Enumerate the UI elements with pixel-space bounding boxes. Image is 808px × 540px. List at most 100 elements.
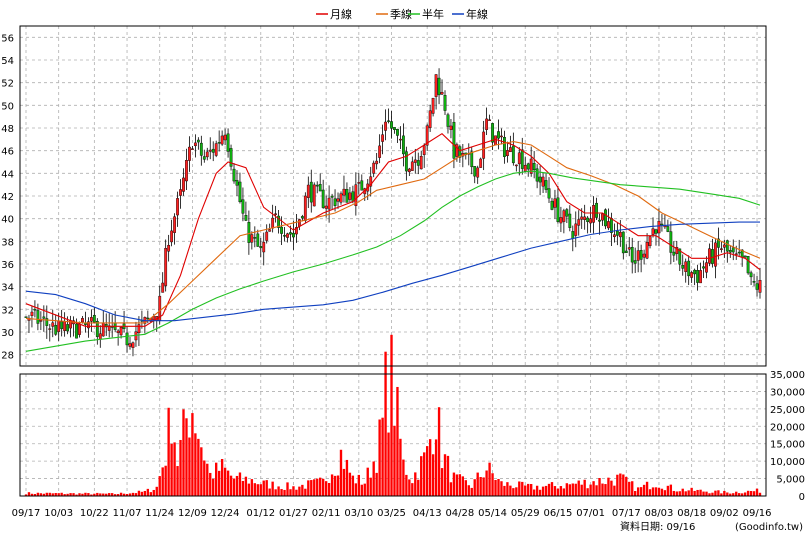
- legend-label-month: 月線: [330, 7, 352, 21]
- volume-bar: [755, 488, 759, 496]
- candle-down: [345, 189, 349, 203]
- volume-bar: [408, 479, 411, 496]
- ma-line-quarter: [25, 141, 761, 324]
- volume-bar: [24, 494, 28, 496]
- volume-bar: [565, 483, 569, 496]
- volume-bar: [479, 477, 482, 496]
- volume-bar: [51, 493, 54, 496]
- volume-bar: [485, 470, 488, 496]
- candle-up: [722, 244, 726, 248]
- candle-up: [372, 162, 376, 174]
- candle-up: [205, 151, 209, 158]
- volume-bar: [651, 487, 655, 496]
- volume-bar: [607, 477, 610, 496]
- price-tick-label: 42: [1, 192, 14, 203]
- candle-down: [702, 266, 705, 269]
- candle-up: [98, 333, 102, 340]
- candle-up: [170, 230, 174, 243]
- candle-down: [731, 247, 735, 253]
- candle-up: [422, 145, 426, 155]
- volume-bar: [399, 438, 402, 496]
- volume-bar: [179, 439, 182, 496]
- candle-down: [330, 195, 334, 198]
- candle-up: [506, 150, 509, 157]
- candle-down: [746, 255, 750, 274]
- price-grid: [20, 26, 766, 366]
- candle-down: [550, 200, 554, 210]
- candle-up: [179, 189, 182, 196]
- candle-up: [758, 280, 762, 293]
- volume-bar: [720, 493, 723, 496]
- volume-bar: [209, 472, 212, 496]
- volume-bar: [414, 472, 417, 496]
- candle-down: [544, 180, 548, 190]
- volume-bar: [663, 490, 667, 496]
- date-tick-label: 11/07: [113, 508, 142, 519]
- volume-bar: [726, 492, 729, 496]
- volume-bar: [119, 492, 123, 496]
- date-tick-label: 11/24: [145, 508, 174, 519]
- candle-up: [116, 330, 120, 333]
- candle-down: [604, 209, 607, 227]
- candle-up: [87, 321, 90, 329]
- volume-tick-label: 5,000: [776, 475, 805, 486]
- candle-up: [410, 161, 414, 171]
- volume-bar: [443, 454, 447, 496]
- volume-bar: [33, 493, 37, 496]
- candle-down: [226, 133, 230, 152]
- candle-up: [708, 248, 711, 264]
- candle-up: [262, 241, 266, 253]
- volume-bar: [678, 491, 681, 496]
- volume-bar: [321, 478, 325, 496]
- price-tick-label: 44: [1, 169, 14, 180]
- candle-down: [396, 129, 399, 136]
- candle-down: [678, 248, 682, 265]
- candle-up: [413, 159, 417, 163]
- candle-up: [657, 220, 661, 234]
- candle-up: [89, 317, 93, 322]
- candle-down: [402, 135, 405, 155]
- candle-down: [351, 191, 355, 202]
- volume-bar: [223, 467, 227, 496]
- date-tick-label: 02/11: [312, 508, 341, 519]
- volume-bar: [363, 483, 366, 496]
- candle-down: [60, 321, 64, 329]
- volume-bar: [604, 484, 607, 496]
- volume-bar: [345, 459, 349, 496]
- candle-down: [393, 127, 396, 130]
- candle-up: [119, 327, 123, 336]
- volume-bar: [752, 491, 756, 496]
- volume-bar: [420, 456, 423, 496]
- candle-up: [39, 320, 43, 322]
- candle-up: [494, 135, 497, 146]
- price-tick-label: 38: [1, 237, 14, 248]
- price-plot-frame: [19, 25, 767, 367]
- candle-down: [526, 163, 530, 170]
- candle-up: [286, 233, 289, 238]
- candle-up: [271, 217, 275, 229]
- candle-down: [532, 162, 536, 171]
- volume-bar: [161, 467, 164, 496]
- candle-down: [621, 231, 625, 254]
- candle-down: [473, 166, 477, 177]
- volume-bar: [476, 472, 479, 496]
- volume-bar: [500, 481, 503, 496]
- candle-up: [339, 193, 343, 203]
- volume-grid: [20, 373, 766, 497]
- candle-up: [651, 228, 655, 235]
- candle-down: [333, 198, 337, 206]
- volume-bar: [36, 492, 40, 496]
- volume-bar: [729, 493, 732, 496]
- candle-up: [161, 282, 165, 293]
- candle-up: [627, 247, 631, 250]
- volume-tick-label: 15,000: [770, 440, 805, 451]
- volume-bar: [547, 483, 551, 496]
- volume-bar: [467, 485, 470, 496]
- volume-bar: [304, 488, 307, 496]
- candle-up: [562, 210, 566, 222]
- volume-bar: [87, 493, 90, 496]
- volume-tick-label: 30,000: [770, 387, 805, 398]
- date-tick-label: 12/09: [178, 508, 207, 519]
- candle-up: [274, 213, 278, 215]
- legend-label-year: 年線: [466, 7, 488, 21]
